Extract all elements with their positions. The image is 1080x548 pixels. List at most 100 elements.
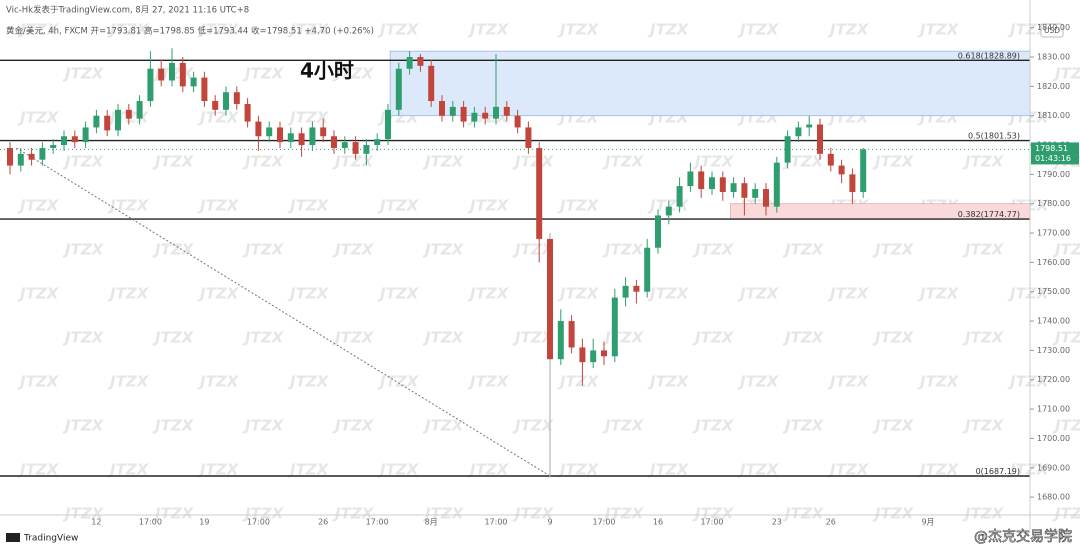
watermark: JTZX	[242, 505, 285, 523]
watermark: JTZX	[287, 285, 330, 303]
watermark: JTZX	[917, 461, 960, 479]
candle-body	[136, 101, 143, 119]
watermark: JTZX	[1007, 21, 1050, 39]
candle-body	[7, 147, 13, 166]
candle-body	[115, 109, 121, 131]
watermark: JTZX	[1052, 417, 1080, 435]
watermark: JTZX	[557, 373, 600, 391]
watermark: JTZX	[62, 65, 105, 83]
watermark: JTZX	[512, 241, 555, 259]
watermark: JTZX	[197, 109, 240, 127]
watermark: JTZX	[17, 21, 60, 39]
watermark: JTZX	[422, 505, 465, 523]
candle-body	[233, 92, 240, 104]
watermark: JTZX	[782, 417, 825, 435]
watermark: JTZX	[332, 241, 375, 259]
candle-body	[817, 124, 823, 154]
candle-body	[331, 136, 337, 148]
watermark: JTZX	[197, 197, 240, 215]
watermark: JTZX	[602, 329, 645, 347]
watermark: JTZX	[62, 241, 105, 259]
candle-body	[17, 153, 24, 166]
x-tick-label: 17:00	[484, 518, 507, 527]
candle-body	[223, 92, 229, 110]
watermark: JTZX	[1007, 285, 1050, 303]
candle-body	[363, 145, 370, 154]
watermark: JTZX	[962, 153, 1005, 171]
watermark: JTZX	[647, 461, 690, 479]
watermark: JTZX	[872, 241, 915, 259]
watermark: JTZX	[872, 329, 915, 347]
watermark: JTZX	[62, 153, 105, 171]
y-tick-label: 1760.00	[1037, 258, 1070, 267]
watermark: JTZX	[17, 461, 60, 479]
watermark: JTZX	[647, 373, 690, 391]
watermark: JTZX	[197, 461, 240, 479]
candle-body	[287, 133, 294, 143]
watermark: JTZX	[17, 109, 60, 127]
candle-body	[784, 136, 791, 163]
watermark: JTZX	[602, 505, 645, 523]
candle-body	[471, 112, 478, 122]
candle-body	[838, 165, 845, 175]
candle-body	[514, 115, 521, 128]
x-tick-label: 17:00	[700, 518, 723, 527]
candle-body	[28, 153, 35, 160]
candle-body	[50, 145, 57, 148]
watermark: JTZX	[17, 285, 60, 303]
watermark: JTZX	[962, 241, 1005, 259]
candle-body	[601, 350, 607, 357]
watermark: JTZX	[287, 461, 330, 479]
watermark: JTZX	[512, 417, 555, 435]
candle-body	[82, 127, 89, 143]
candle-body	[827, 153, 834, 166]
y-tick-label: 1730.00	[1037, 346, 1070, 355]
candle-body	[417, 57, 424, 66]
watermark: JTZX	[647, 21, 690, 39]
watermark: JTZX	[332, 417, 375, 435]
watermark: JTZX	[17, 373, 60, 391]
watermark: JTZX	[377, 285, 420, 303]
candle-body	[806, 124, 813, 128]
watermark: JTZX	[647, 285, 690, 303]
watermark: JTZX	[512, 153, 555, 171]
plot: 0.618(1828.89) 0.5(1801.53) 0.382(1774.77)…	[0, 48, 1031, 477]
candle-body	[644, 247, 651, 292]
watermark: JTZX	[962, 505, 1005, 523]
watermark: JTZX	[737, 21, 780, 39]
candle-body	[406, 57, 413, 69]
candle-body	[244, 103, 251, 122]
watermark: JTZX	[692, 241, 735, 259]
watermark: JTZX	[1052, 65, 1080, 83]
watermark: JTZX	[602, 241, 645, 259]
candle-body	[39, 147, 46, 160]
watermark: JTZX	[557, 461, 600, 479]
candle-body	[698, 171, 705, 190]
watermark: JTZX	[242, 241, 285, 259]
x-tick-label: 26	[318, 518, 328, 527]
x-tick-label: 8月	[425, 518, 438, 527]
watermark: JTZX	[287, 373, 330, 391]
watermark: JTZX	[107, 461, 150, 479]
candle-body	[439, 101, 445, 116]
candle-body	[179, 62, 186, 87]
watermark: JTZX	[827, 21, 870, 39]
watermark: JTZX	[422, 417, 465, 435]
candle-body	[395, 68, 402, 110]
watermark: JTZX	[1052, 505, 1080, 523]
candle-body	[255, 121, 262, 137]
y-tick-label: 1750.00	[1037, 287, 1070, 296]
y-tick-label: 1840.00	[1037, 23, 1070, 32]
currency-box	[1040, 23, 1064, 38]
candle-body	[71, 136, 78, 143]
watermark: JTZX	[737, 461, 780, 479]
candle-body	[525, 127, 532, 148]
chart-subtitle: 黄金/美元, 4h, FXCM 开=1793.81 高=1798.85 低=17…	[6, 26, 374, 37]
candle-body	[773, 162, 780, 207]
candle-body	[320, 127, 327, 137]
y-tick-label: 1690.00	[1037, 463, 1070, 472]
candle-body	[104, 115, 111, 131]
x-tick-label: 19	[199, 518, 209, 527]
fib-label: 0.382(1774.77)	[958, 210, 1020, 219]
